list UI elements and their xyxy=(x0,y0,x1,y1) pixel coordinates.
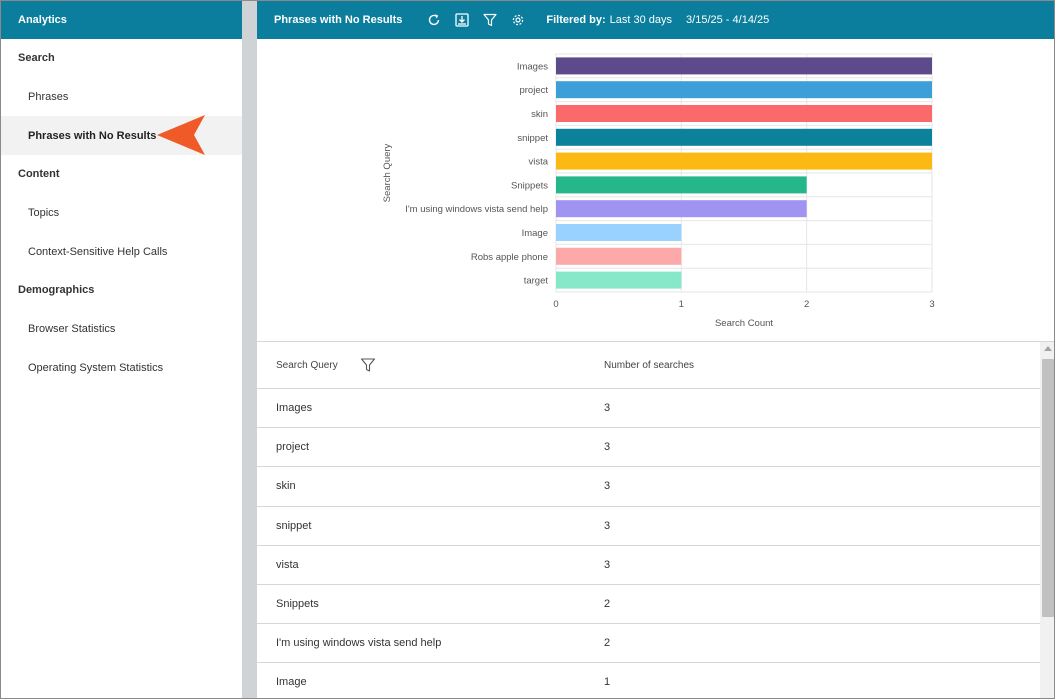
bar xyxy=(556,81,932,99)
sidebar-item-phrases-with-no-results[interactable]: Phrases with No Results xyxy=(1,116,242,155)
x-tick-label: 3 xyxy=(929,299,934,310)
main-panel: Phrases with No Results Filtered by: Las… xyxy=(257,1,1054,698)
results-table: Search Query Number of searches Images 3 p… xyxy=(257,342,1054,698)
cell-query: snippet xyxy=(276,519,312,532)
scrollbar[interactable] xyxy=(1040,342,1054,698)
sidebar-item-context-sensitive-help-calls[interactable]: Context-Sensitive Help Calls xyxy=(28,245,168,258)
table-row[interactable]: Images 3 xyxy=(257,389,1040,429)
y-tick-label: target xyxy=(524,276,549,287)
table-row[interactable]: I'm using windows vista send help 2 xyxy=(257,624,1040,664)
pane-splitter[interactable] xyxy=(242,1,257,698)
column-filter-icon[interactable] xyxy=(360,357,376,373)
bar xyxy=(556,224,682,241)
sidebar-section-content: Content xyxy=(18,168,60,180)
cell-count: 1 xyxy=(604,676,611,689)
y-tick-label: Snippets xyxy=(511,180,548,191)
cell-query: Image xyxy=(276,676,307,689)
table-row[interactable]: skin 3 xyxy=(257,467,1040,507)
callout-arrow-icon xyxy=(157,115,205,155)
cell-query: Images xyxy=(276,402,313,415)
table-body: Images 3 project 3 skin 3 snippet 3 vista 3 Snippe… xyxy=(257,389,1054,698)
cell-count: 2 xyxy=(604,598,611,611)
sidebar-nav: Search Phrases Phrases with No Results Cont… xyxy=(1,39,242,387)
column-header-count[interactable]: Number of searches xyxy=(604,359,695,371)
chart-svg: Images project skin snippet vista Snippets I'm… xyxy=(382,53,935,329)
bar-chart: Images project skin snippet vista Snippets I'm… xyxy=(257,39,1054,342)
bar xyxy=(556,271,682,289)
scroll-up-icon[interactable] xyxy=(1044,346,1052,351)
cell-query: skin xyxy=(276,480,296,493)
y-tick-label: Images xyxy=(517,61,548,72)
column-header-query[interactable]: Search Query xyxy=(257,357,587,373)
report-title: Phrases with No Results xyxy=(274,14,403,26)
x-axis-label: Search Count xyxy=(715,318,773,329)
table-header: Search Query Number of searches xyxy=(257,342,1054,389)
cell-count: 3 xyxy=(604,480,611,493)
y-tick-label: snippet xyxy=(517,133,548,144)
filter-value[interactable]: Last 30 days xyxy=(609,14,673,26)
y-tick-label: Image xyxy=(522,228,548,239)
scrollbar-thumb[interactable] xyxy=(1042,359,1054,617)
cell-query: Snippets xyxy=(276,598,319,611)
sidebar-title: Analytics xyxy=(1,1,242,39)
bar xyxy=(556,105,932,122)
table-row[interactable]: Snippets 2 xyxy=(257,585,1040,625)
bar xyxy=(556,57,932,75)
x-tick-label: 1 xyxy=(679,299,684,310)
table-row[interactable]: Image 1 xyxy=(257,663,1040,698)
y-tick-label: vista xyxy=(528,157,548,168)
y-tick-label: project xyxy=(519,85,548,96)
refresh-icon[interactable] xyxy=(426,12,442,28)
x-tick-label: 0 xyxy=(553,299,558,310)
filter-icon[interactable] xyxy=(482,12,498,28)
sidebar-item-topics[interactable]: Topics xyxy=(28,206,60,219)
filter-label: Filtered by: xyxy=(546,14,606,26)
bar xyxy=(556,128,932,146)
sidebar-section-search: Search xyxy=(18,52,55,64)
bar xyxy=(556,176,807,194)
cell-query: vista xyxy=(276,558,299,571)
sidebar-item-phrases[interactable]: Phrases xyxy=(28,90,69,103)
bar xyxy=(556,247,682,265)
table-row[interactable]: snippet 3 xyxy=(257,507,1040,546)
bar xyxy=(556,152,932,170)
cell-count: 3 xyxy=(604,519,611,532)
bar xyxy=(556,200,807,218)
cell-count: 2 xyxy=(604,637,611,650)
y-tick-label: Robs apple phone xyxy=(471,252,548,263)
sidebar: Analytics Search Phrases Phrases with No R… xyxy=(1,1,242,698)
download-icon[interactable] xyxy=(454,12,470,28)
table-row[interactable]: project 3 xyxy=(257,428,1040,468)
x-tick-label: 2 xyxy=(804,299,809,310)
y-tick-label: skin xyxy=(531,109,548,120)
sidebar-section-demographics: Demographics xyxy=(18,284,95,296)
cell-query: I'm using windows vista send help xyxy=(276,637,442,650)
cell-count: 3 xyxy=(604,402,611,415)
sidebar-item-browser-statistics[interactable]: Browser Statistics xyxy=(28,322,116,335)
cell-count: 3 xyxy=(604,441,611,454)
cell-query: project xyxy=(276,441,310,454)
y-axis-label: Search Query xyxy=(382,143,393,202)
date-range: 3/15/25 - 4/14/25 xyxy=(686,14,770,26)
sidebar-item-operating-system-statistics[interactable]: Operating System Statistics xyxy=(28,361,164,374)
table-row[interactable]: vista 3 xyxy=(257,546,1040,585)
column-header-label: Search Query xyxy=(276,359,338,371)
cell-count: 3 xyxy=(604,558,611,571)
toolbar: Phrases with No Results Filtered by: Las… xyxy=(257,1,1054,39)
y-tick-label: I'm using windows vista send help xyxy=(405,204,548,215)
gear-icon[interactable] xyxy=(510,12,526,28)
